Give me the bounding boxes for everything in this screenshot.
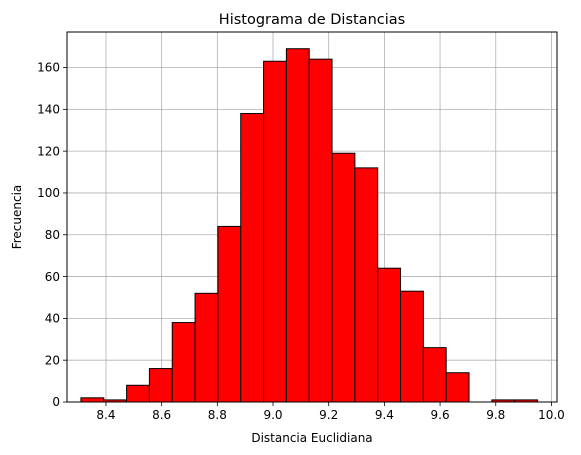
y-tick-label: 0 [52, 395, 60, 409]
x-tick-label: 9.0 [263, 408, 282, 422]
chart-title: Histograma de Distancias [219, 12, 405, 28]
y-tick-label: 140 [37, 103, 60, 117]
y-axis-label: Frecuencia [10, 185, 24, 250]
x-tick-label: 8.8 [208, 408, 227, 422]
histogram-bar [80, 397, 105, 403]
histogram-bar [285, 48, 310, 403]
histogram-bar [308, 58, 333, 403]
histogram-bar [148, 368, 173, 403]
x-tick-label: 8.6 [152, 408, 171, 422]
y-tick-label: 40 [45, 312, 60, 326]
y-tick-label: 160 [37, 61, 60, 75]
y-tick-label: 120 [37, 144, 60, 158]
x-tick-label: 10.0 [538, 408, 565, 422]
histogram-bar [126, 384, 150, 403]
histogram-bar [194, 292, 219, 403]
y-tick-label: 60 [45, 270, 60, 284]
x-tick-label: 8.4 [96, 408, 115, 422]
histogram-bar [263, 60, 287, 403]
histogram-bar [354, 167, 379, 403]
histogram-bar [240, 113, 265, 403]
x-tick-label: 9.6 [431, 408, 450, 422]
y-tick-label: 80 [45, 228, 60, 242]
histogram-bar [217, 225, 242, 403]
y-tick-label: 100 [37, 186, 60, 200]
x-tick-label: 9.2 [319, 408, 338, 422]
histogram-bar [422, 347, 447, 403]
plot-frame [66, 31, 558, 403]
histogram-bar [331, 152, 356, 403]
plot-area: 8.4 8.6 8.8 9.0 9.2 9.4 9.6 9.8 10.0 0 20 40 60 80 10… [37, 31, 565, 422]
x-tick-label: 9.8 [486, 408, 505, 422]
histogram-bars [80, 48, 539, 403]
histogram-bar [377, 267, 402, 403]
y-axis-ticks: 0 20 40 60 80 100 120 140 160 [37, 61, 67, 409]
x-axis-label: Distancia Euclidiana [251, 431, 372, 445]
histogram-bar [445, 372, 470, 403]
y-tick-label: 20 [45, 353, 60, 367]
histogram-bar [400, 290, 424, 403]
x-tick-label: 9.4 [375, 408, 394, 422]
histogram-bar [171, 322, 196, 403]
x-axis-ticks: 8.4 8.6 8.8 9.0 9.2 9.4 9.6 9.8 10.0 [96, 402, 565, 422]
